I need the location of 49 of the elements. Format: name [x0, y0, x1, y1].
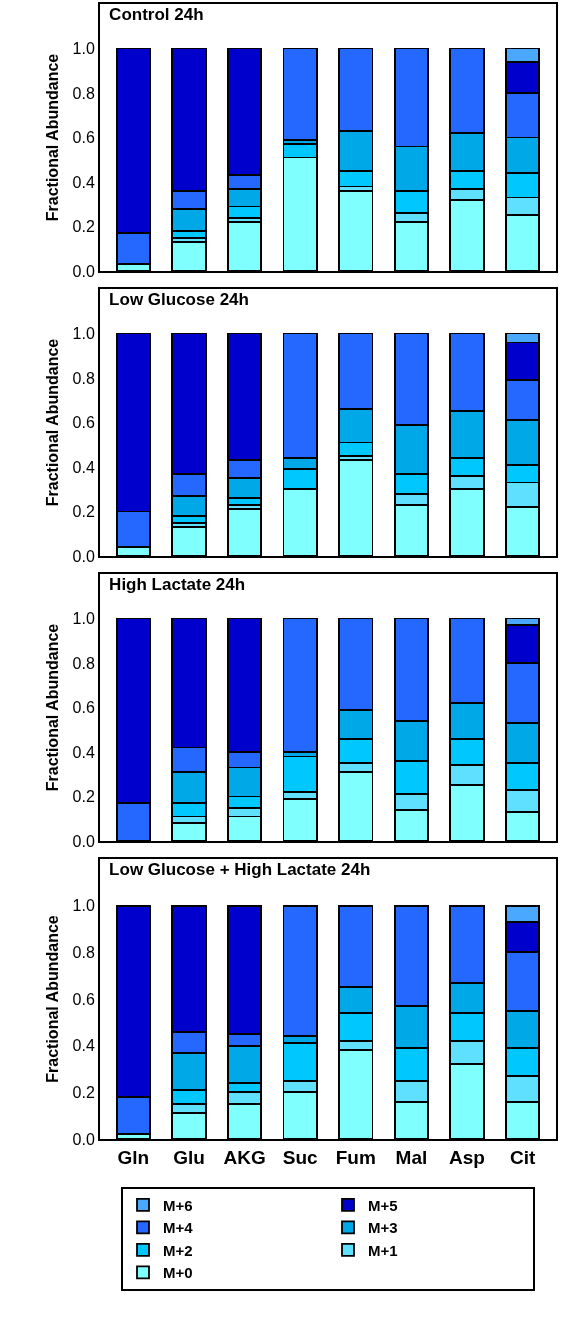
y-tick-label: 1.0: [72, 897, 95, 915]
y-axis-title: Fractional Abundance: [43, 623, 61, 792]
y-axis-title: Fractional Abundance: [43, 915, 61, 1083]
legend-label: M+0: [163, 1264, 193, 1282]
chart-title: Low Glucose + High Lactate 24h: [109, 860, 371, 880]
bar: [282, 47, 318, 141]
y-tick-label: 0.0: [72, 262, 95, 280]
y-tick-label: 0.8: [72, 84, 95, 102]
y-tick-label: 0.4: [72, 173, 95, 191]
y-axis-title: Fractional Abundance: [43, 338, 61, 507]
y-tick-label: 0.2: [72, 788, 95, 806]
chart-title: High Lactate 24h: [109, 574, 246, 594]
y-tick-label: 0.6: [72, 129, 95, 147]
legend-label: M+3: [368, 1219, 398, 1237]
x-tick-label: AKG: [223, 1146, 266, 1168]
y-tick-label: 1.0: [72, 40, 95, 58]
bar: [282, 617, 318, 753]
legend-label: M+1: [368, 1241, 398, 1259]
x-tick-label: Cit: [509, 1146, 536, 1168]
x-tick-label: Suc: [282, 1146, 319, 1168]
y-tick-label: 0.0: [72, 832, 95, 850]
y-tick-label: 1.0: [72, 610, 95, 628]
legend-label: M+4: [163, 1219, 194, 1237]
y-axis-title: Fractional Abundance: [43, 53, 61, 222]
y-tick-label: 1.0: [72, 325, 95, 343]
x-tick-label: Glu: [173, 1146, 205, 1168]
y-tick-label: 0.4: [72, 1037, 95, 1055]
legend-label: M+6: [163, 1196, 193, 1214]
y-tick-label: 0.2: [72, 1083, 95, 1101]
y-tick-label: 0.8: [72, 369, 95, 387]
y-tick-label: 0.2: [72, 218, 95, 236]
y-tick-label: 0.8: [72, 943, 95, 961]
y-tick-label: 0.8: [72, 654, 95, 672]
y-tick-label: 0.6: [72, 990, 95, 1008]
legend-label: M+2: [163, 1241, 193, 1259]
x-tick-label: Fum: [335, 1146, 376, 1168]
legend-label: M+5: [368, 1196, 398, 1214]
y-tick-label: 0.6: [72, 414, 95, 432]
x-tick-label: Mal: [395, 1146, 428, 1168]
y-tick-label: 0.0: [72, 547, 95, 565]
y-tick-label: 0.2: [72, 503, 95, 521]
x-tick-label: Gln: [117, 1146, 150, 1168]
y-tick-label: 0.4: [72, 743, 95, 761]
y-tick-label: 0.6: [72, 699, 95, 717]
chart-title: Low Glucose 24h: [109, 289, 249, 309]
chart-title: Control 24h: [109, 4, 204, 24]
y-tick-label: 0.0: [72, 1130, 95, 1148]
y-tick-label: 0.4: [72, 458, 95, 476]
x-tick-label: Asp: [449, 1146, 485, 1168]
